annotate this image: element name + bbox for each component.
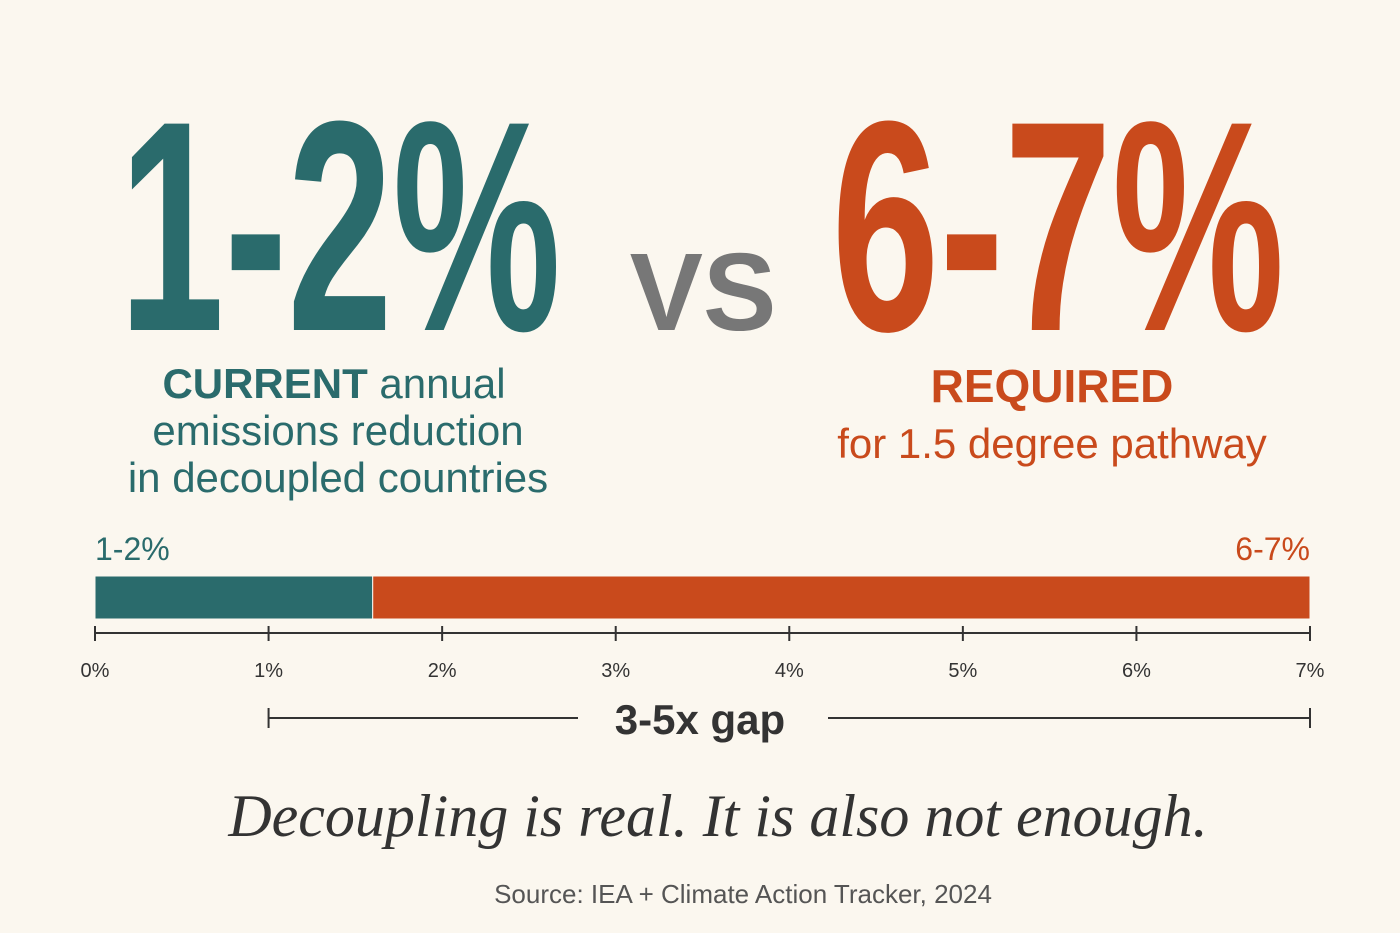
caption-strong: CURRENT xyxy=(162,360,368,407)
x-tick-label: 0% xyxy=(81,660,110,682)
caption-rest: annual xyxy=(368,360,506,407)
caption: CURRENT annual xyxy=(162,360,505,407)
x-tick-label: 5% xyxy=(948,660,977,682)
x-tick-label: 1% xyxy=(254,660,283,682)
bar-label: 6-7% xyxy=(1235,531,1310,567)
bar-segment xyxy=(94,575,374,620)
caption-strong: REQUIRED xyxy=(931,360,1174,412)
x-tick-label: 3% xyxy=(601,660,630,682)
big-figure: 6-7% xyxy=(832,58,1285,394)
x-tick-label: 4% xyxy=(775,660,804,682)
tagline: Decoupling is real. It is also not enoug… xyxy=(227,783,1207,849)
x-tick-label: 6% xyxy=(1122,660,1151,682)
x-tick-label: 7% xyxy=(1296,660,1325,682)
gap-label: 3-5x gap xyxy=(615,696,785,743)
bar-segment xyxy=(372,575,1311,620)
caption: for 1.5 degree pathway xyxy=(837,420,1267,467)
versus: VS xyxy=(630,231,777,354)
caption: emissions reduction xyxy=(152,407,523,454)
caption: in decoupled countries xyxy=(128,454,548,501)
bar-label: 1-2% xyxy=(95,531,170,567)
source: Source: IEA + Climate Action Tracker, 20… xyxy=(494,879,992,909)
big-figure: 1-2% xyxy=(119,58,561,394)
x-tick-label: 2% xyxy=(428,660,457,682)
